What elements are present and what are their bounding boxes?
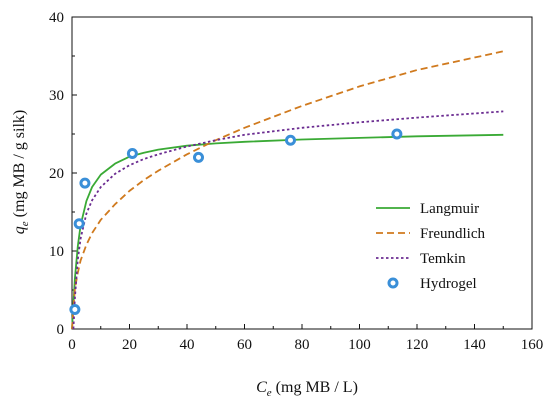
x-tick-label: 140 [463, 337, 486, 353]
axis-subscript: e [267, 387, 272, 399]
y-tick-label: 10 [49, 244, 64, 260]
hydrogel-point [126, 148, 138, 159]
axis-units: (mg MB / g silk) [11, 110, 28, 222]
axis-subscript: e [19, 221, 31, 226]
x-tick-label: 0 [68, 337, 76, 353]
x-tick-label: 20 [122, 337, 137, 353]
x-tick-label: 40 [180, 337, 195, 353]
x-tick-label: 80 [295, 337, 310, 353]
legend-label-temkin: Temkin [420, 251, 466, 267]
freundlich-curve [71, 50, 504, 330]
legend-label-freundlich: Freundlich [420, 226, 485, 242]
hydrogel-point [69, 304, 81, 315]
hydrogel-point [285, 134, 296, 146]
y-tick-label: 30 [49, 88, 64, 104]
temkin-curve [72, 110, 504, 330]
hydrogel-point [391, 128, 403, 140]
series-layer [69, 50, 504, 330]
x-tick-label: 160 [521, 337, 544, 353]
axis-symbol: q [11, 226, 28, 234]
hydrogel-point [73, 218, 85, 230]
legend-swatch-hydrogel [387, 277, 399, 289]
y-tick-label: 20 [49, 166, 64, 182]
hydrogel-point [193, 151, 204, 163]
legend-label-hydrogel: Hydrogel [420, 276, 477, 292]
axes-layer: 0 20 40 60 80 100 120 140 160 0 10 20 30 40 [49, 10, 543, 353]
x-axis-title: Ce (mg MB / L) [256, 379, 358, 399]
x-tick-label: 60 [237, 337, 252, 353]
axis-units: (mg MB / L) [272, 379, 358, 396]
legend-label-langmuir: Langmuir [420, 201, 479, 217]
y-tick-label: 40 [49, 10, 64, 26]
hydrogel-point [79, 177, 91, 189]
axis-symbol: C [256, 379, 267, 396]
x-tick-label: 120 [406, 337, 429, 353]
y-tick-label: 0 [57, 322, 65, 338]
x-tick-label: 100 [348, 337, 371, 353]
y-axis-title: qe (mg MB / g silk) [11, 110, 31, 234]
legend: Langmuir Freundlich Temkin Hydrogel [376, 201, 485, 292]
